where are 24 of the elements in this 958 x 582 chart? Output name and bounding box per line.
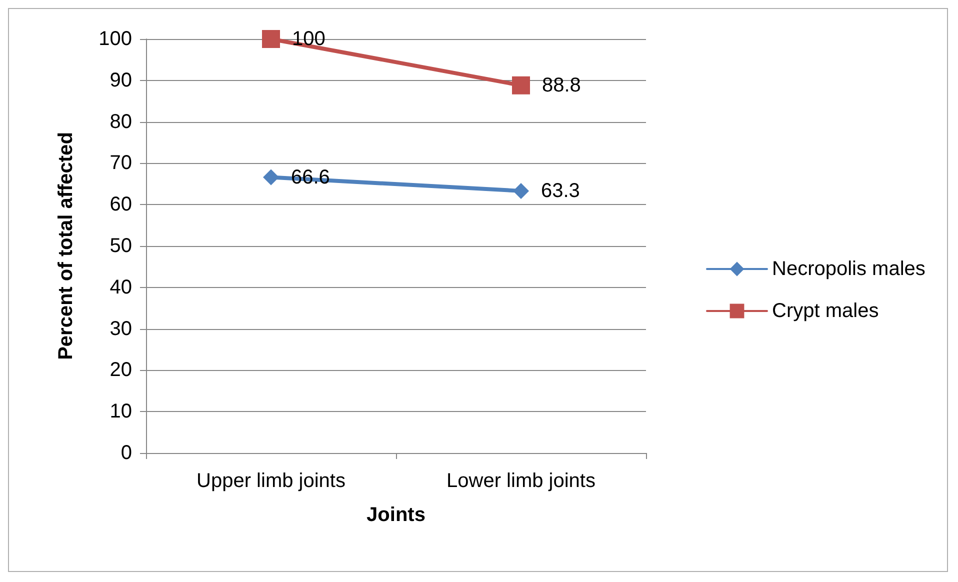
data-label: 63.3 — [541, 180, 580, 202]
y-tick-label: 40 — [110, 276, 132, 298]
point — [263, 169, 279, 186]
y-tick-label: 20 — [110, 359, 132, 382]
y-tick-label: 0 — [120, 442, 132, 464]
point — [262, 30, 280, 48]
data-label: 100 — [292, 28, 326, 50]
y-tick-label: 60 — [110, 194, 132, 216]
y-tick-label: 10 — [110, 400, 132, 423]
y-tick-label: 100 — [98, 28, 132, 50]
y-tick-label: 90 — [110, 69, 132, 92]
y-axis-title: Percent of total affected — [55, 132, 77, 360]
y-tick-label: 70 — [110, 152, 132, 174]
legend-label: Crypt males — [772, 300, 879, 322]
point — [513, 182, 529, 199]
point — [512, 76, 530, 94]
data-label: 88.8 — [542, 74, 581, 96]
y-tick-label: 30 — [110, 318, 132, 340]
x-tick-label: Upper limb joints — [196, 470, 346, 492]
y-tick-label: 50 — [110, 235, 132, 257]
x-axis-title: Joints — [366, 504, 426, 526]
legend-label: Necropolis males — [772, 258, 926, 280]
y-tick-label: 80 — [110, 110, 132, 133]
x-tick-label: Lower limb joints — [446, 470, 596, 492]
